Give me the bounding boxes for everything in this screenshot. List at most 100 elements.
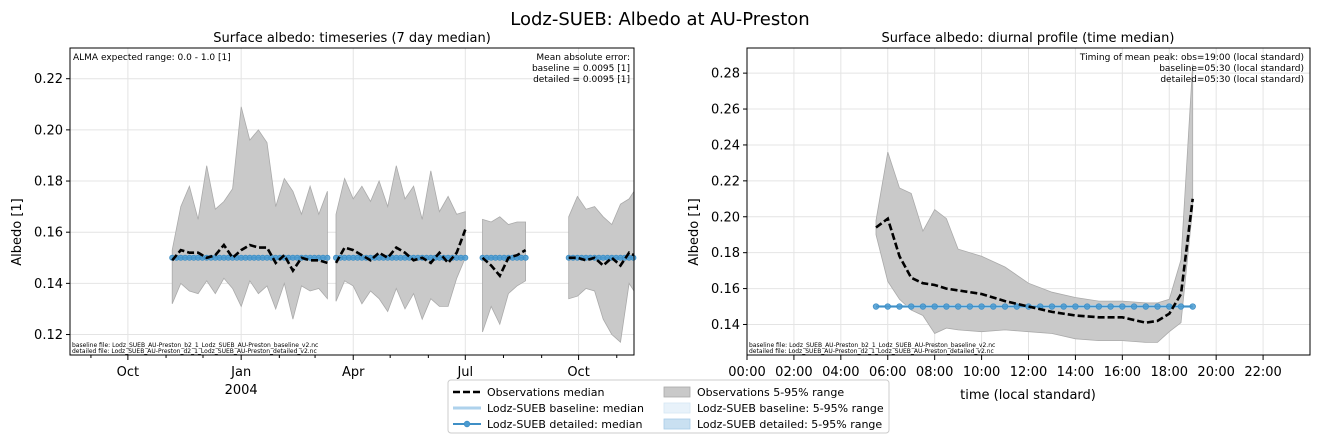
diurnal-xtick-label: 02:00 [775, 365, 812, 380]
ts-xtick-label: Jan [230, 365, 251, 380]
diurnal-detailed-marker [1119, 303, 1126, 310]
diurnal-detailed-marker [1166, 303, 1173, 310]
diurnal-detailed-marker [908, 303, 915, 310]
diurnal-detailed-marker [1083, 303, 1091, 310]
legend-label-obs-median: Observations median [487, 386, 604, 399]
diurnal-detailed-marker [978, 303, 985, 310]
diurnal-ytick-label: 0.14 [711, 318, 740, 333]
diurnal-ytick-label: 0.20 [711, 210, 740, 225]
timeseries-ylabel: Albedo [1] [10, 198, 25, 266]
ts-obs-range-band [482, 216, 526, 333]
diurnal-detailed-marker [896, 303, 903, 310]
ts-xtick-sublabel: 2004 [225, 383, 258, 398]
diurnal-detailed-marker [872, 303, 880, 310]
legend: Observations median Lodz-SUEB baseline: m… [447, 379, 890, 434]
legend-swatch-detailed-marker [463, 420, 471, 428]
diurnal-obs-median-line [875, 198, 1194, 325]
legend-label-baseline-median: Lodz-SUEB baseline: median [487, 402, 644, 415]
timeseries-panel: Surface albedo: timeseries (7 day median… [10, 31, 637, 398]
ts-obs-range-band [335, 165, 466, 321]
diurnal-ytick-label: 0.16 [711, 282, 740, 297]
diurnal-detailed-marker [1130, 303, 1138, 310]
diurnal-detailed-marker [943, 303, 950, 310]
ts-obs-median-line [568, 251, 635, 268]
legend-label-obs-range: Observations 5-95% range [697, 386, 844, 399]
diurnal-xtick-label: 22:00 [1244, 365, 1281, 380]
timeseries-title: Surface albedo: timeseries (7 day median… [213, 31, 491, 46]
diurnal-panel: Surface albedo: diurnal profile (time me… [687, 31, 1311, 403]
diurnal-detailed-marker [1142, 303, 1149, 310]
diurnal-xtick-label: 00:00 [728, 365, 765, 380]
diurnal-detailed-marker [1095, 303, 1103, 310]
diurnal-annotation-peak: baseline=05:30 (local standard) [1159, 64, 1304, 74]
diurnal-ytick-label: 0.22 [711, 174, 740, 189]
diurnal-detailed-marker [990, 303, 997, 310]
diurnal-annotation-peak: detailed=05:30 (local standard) [1160, 75, 1304, 85]
diurnal-detailed-marker [884, 303, 891, 310]
legend-swatch-detailed-range [663, 418, 691, 430]
figure-title: Lodz-SUEB: Albedo at AU-Preston [510, 9, 809, 30]
ts-annotation-file: baseline file: Lodz_SUEB_AU-Preston_b2_1… [72, 342, 318, 349]
diurnal-ytick-label: 0.18 [711, 246, 740, 261]
diurnal-xlabel: time (local standard) [960, 388, 1096, 403]
diurnal-annotation-peak: Timing of mean peak: obs=19:00 (local st… [1079, 53, 1304, 63]
ts-obs-median-line [171, 242, 328, 274]
diurnal-ytick-label: 0.26 [711, 103, 740, 118]
legend-swatch-obs-range [663, 386, 691, 398]
ts-ytick-label: 0.12 [34, 328, 63, 343]
ts-xtick-label: Jul [456, 365, 473, 380]
legend-label-detailed-range: Lodz-SUEB detailed: 5-95% range [697, 418, 882, 431]
ts-ytick-label: 0.20 [34, 123, 63, 138]
diurnal-ytick-label: 0.28 [711, 67, 740, 82]
diurnal-detailed-marker [1189, 303, 1196, 310]
ts-detailed-marker [522, 254, 529, 261]
diurnal-xtick-label: 10:00 [963, 365, 1000, 380]
ts-xtick-label: Oct [117, 365, 139, 380]
diurnal-xtick-label: 06:00 [869, 365, 906, 380]
diurnal-detailed-marker [1154, 303, 1161, 310]
legend-swatch-baseline-range [663, 402, 691, 414]
diurnal-xtick-label: 14:00 [1057, 365, 1094, 380]
ts-ytick-label: 0.14 [34, 277, 63, 292]
diurnal-xtick-label: 08:00 [916, 365, 953, 380]
ts-detailed-marker [324, 254, 331, 261]
diurnal-xtick-label: 20:00 [1197, 365, 1234, 380]
legend-label-detailed-median: Lodz-SUEB detailed: median [487, 418, 643, 431]
diurnal-detailed-marker [1072, 303, 1079, 310]
diurnal-ytick-label: 0.24 [711, 138, 740, 153]
diurnal-detailed-marker [954, 303, 962, 310]
diurnal-detailed-marker [1107, 303, 1114, 310]
diurnal-title: Surface albedo: diurnal profile (time me… [882, 31, 1175, 46]
ts-annotation-file: detailed file: Lodz_SUEB_AU-Preston_d2_1… [72, 348, 317, 355]
ts-obs-median-line [481, 248, 527, 279]
ts-axes-frame [69, 47, 635, 356]
ts-detailed-marker [462, 254, 469, 261]
legend-label-baseline-range: Lodz-SUEB baseline: 5-95% range [697, 402, 884, 415]
diurnal-xtick-label: 18:00 [1151, 365, 1188, 380]
diurnal-xtick-label: 04:00 [822, 365, 859, 380]
diurnal-detailed-marker [1013, 303, 1020, 310]
diurnal-annotation-file: baseline file: Lodz_SUEB_AU-Preston_b2_1… [749, 342, 995, 349]
diurnal-detailed-marker [1177, 303, 1185, 310]
ts-ytick-label: 0.16 [34, 226, 63, 241]
ts-ytick-label: 0.22 [34, 72, 63, 87]
diurnal-detailed-marker [966, 303, 974, 310]
ts-obs-range-band [171, 106, 328, 320]
ts-obs-median-line [334, 229, 467, 265]
diurnal-obs-range-band [875, 64, 1194, 343]
ts-xtick-label: Oct [567, 365, 589, 380]
diurnal-detailed-marker [1048, 303, 1056, 310]
diurnal-ylabel: Albedo [1] [687, 198, 702, 266]
diurnal-xtick-label: 16:00 [1104, 365, 1141, 380]
diurnal-annotation-file: detailed file: Lodz_SUEB_AU-Preston_d2_1… [749, 348, 994, 355]
ts-annotation-mae: baseline = 0.0095 [1] [532, 64, 630, 74]
ts-ytick-label: 0.18 [34, 175, 63, 190]
diurnal-detailed-marker [931, 303, 938, 310]
diurnal-xtick-label: 12:00 [1010, 365, 1047, 380]
diurnal-detailed-marker [1060, 303, 1067, 310]
ts-xtick-label: Apr [342, 365, 365, 380]
ts-annotation-mae: detailed = 0.0095 [1] [533, 75, 630, 85]
diurnal-detailed-marker [1001, 303, 1009, 310]
diurnal-detailed-marker [919, 303, 927, 310]
